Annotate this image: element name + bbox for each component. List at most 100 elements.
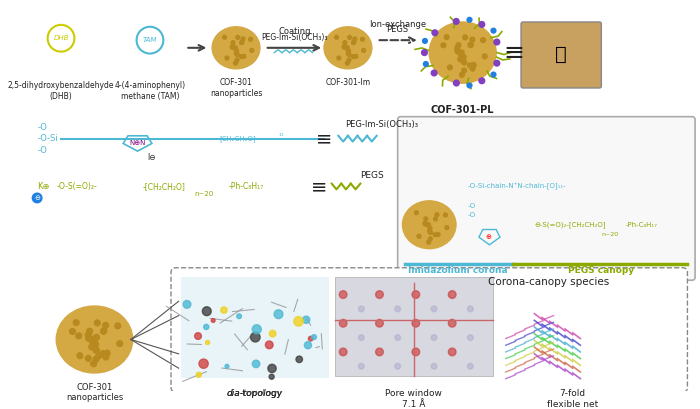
Text: 7-fold
flexible net: 7-fold flexible net [547, 389, 598, 409]
Circle shape [234, 52, 238, 55]
Circle shape [494, 60, 500, 66]
Text: ⊕: ⊕ [486, 234, 491, 240]
Circle shape [467, 83, 472, 88]
Text: Corona-canopy species: Corona-canopy species [488, 277, 610, 287]
Circle shape [76, 333, 82, 339]
Circle shape [225, 56, 229, 60]
Circle shape [417, 234, 421, 238]
Circle shape [471, 63, 476, 67]
Circle shape [412, 319, 420, 327]
Circle shape [454, 80, 459, 86]
Ellipse shape [212, 27, 260, 69]
Circle shape [426, 223, 430, 227]
Circle shape [343, 41, 346, 45]
Text: COF-301-PL: COF-301-PL [431, 105, 494, 115]
Circle shape [426, 222, 430, 227]
Circle shape [444, 213, 447, 217]
Circle shape [225, 364, 229, 368]
Circle shape [345, 61, 349, 65]
Circle shape [468, 43, 473, 47]
Circle shape [206, 341, 209, 345]
Circle shape [470, 37, 475, 42]
Text: PEG-Im-Si(OCH₃)₃: PEG-Im-Si(OCH₃)₃ [345, 120, 418, 129]
Circle shape [482, 54, 487, 59]
Circle shape [358, 364, 364, 369]
Circle shape [94, 335, 99, 340]
Circle shape [431, 70, 437, 76]
Circle shape [351, 41, 356, 45]
Circle shape [270, 330, 276, 337]
Circle shape [395, 335, 400, 340]
Circle shape [294, 317, 303, 326]
Circle shape [346, 52, 350, 55]
Circle shape [448, 291, 456, 299]
Text: -O: -O [468, 202, 475, 209]
Ellipse shape [402, 201, 456, 249]
Circle shape [455, 48, 460, 53]
Text: -Ph-C₈H₁₇: -Ph-C₈H₁₇ [228, 182, 263, 191]
Circle shape [100, 351, 106, 356]
Circle shape [87, 328, 92, 334]
Circle shape [92, 337, 97, 342]
Circle shape [461, 58, 466, 63]
Circle shape [231, 41, 235, 45]
Circle shape [91, 361, 97, 366]
Circle shape [376, 291, 384, 299]
Circle shape [362, 49, 365, 52]
Text: ≡: ≡ [311, 177, 328, 196]
Text: COF-301
nanoparticles: COF-301 nanoparticles [210, 79, 262, 98]
Text: I⊖: I⊖ [148, 153, 156, 162]
Text: -O-Si: -O-Si [37, 134, 58, 143]
Circle shape [85, 355, 91, 361]
Circle shape [421, 50, 427, 56]
Circle shape [104, 350, 110, 356]
Circle shape [412, 291, 420, 299]
Circle shape [85, 335, 91, 340]
Circle shape [89, 344, 95, 350]
Circle shape [223, 35, 227, 39]
Circle shape [74, 320, 79, 326]
Circle shape [90, 336, 96, 342]
Text: -O: -O [468, 212, 475, 218]
Circle shape [428, 231, 433, 234]
Text: DHB: DHB [53, 35, 69, 41]
Circle shape [202, 307, 211, 316]
FancyBboxPatch shape [498, 277, 646, 376]
Text: -topology: -topology [240, 389, 283, 398]
Circle shape [183, 301, 191, 308]
Text: N⊕N: N⊕N [130, 140, 146, 146]
Text: -O: -O [37, 123, 47, 132]
Circle shape [494, 39, 500, 45]
Circle shape [347, 53, 351, 56]
Circle shape [85, 332, 91, 338]
Text: [CH₂CH₂O]: [CH₂CH₂O] [220, 135, 256, 142]
Circle shape [93, 356, 99, 362]
Circle shape [312, 335, 316, 339]
Text: COF-301
nanoparticles: COF-301 nanoparticles [66, 382, 123, 402]
Circle shape [462, 60, 467, 65]
Circle shape [340, 348, 347, 356]
Ellipse shape [56, 306, 133, 373]
Circle shape [69, 328, 76, 334]
Circle shape [424, 222, 428, 226]
Circle shape [240, 40, 244, 44]
Text: PEGS canopy: PEGS canopy [568, 266, 634, 275]
Circle shape [92, 346, 98, 351]
Circle shape [463, 35, 468, 40]
Circle shape [423, 221, 427, 225]
Text: dia-topology: dia-topology [227, 389, 284, 398]
Circle shape [211, 319, 215, 322]
Circle shape [424, 62, 428, 66]
Circle shape [431, 335, 437, 340]
Circle shape [343, 45, 346, 49]
Text: ⊖: ⊖ [34, 195, 40, 201]
Circle shape [248, 37, 253, 41]
Circle shape [395, 364, 400, 369]
Circle shape [345, 46, 349, 50]
Circle shape [445, 226, 449, 229]
Circle shape [302, 316, 310, 324]
Circle shape [347, 58, 351, 62]
Circle shape [268, 364, 277, 373]
Circle shape [468, 42, 473, 47]
Circle shape [340, 319, 347, 327]
